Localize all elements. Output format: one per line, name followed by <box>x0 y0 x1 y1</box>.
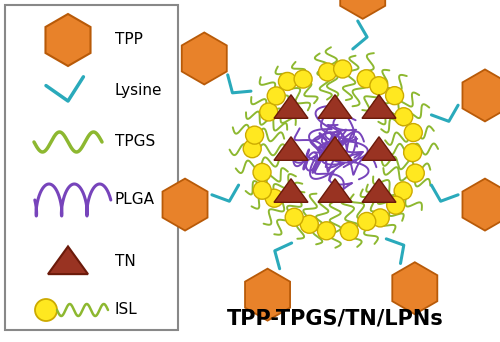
Text: ISL: ISL <box>115 303 138 317</box>
Circle shape <box>253 163 271 181</box>
Circle shape <box>340 222 358 240</box>
Circle shape <box>278 73 296 90</box>
Circle shape <box>246 126 264 144</box>
Polygon shape <box>362 179 396 202</box>
Circle shape <box>357 70 375 88</box>
Polygon shape <box>318 179 352 202</box>
Polygon shape <box>318 137 352 160</box>
Circle shape <box>371 209 389 227</box>
Circle shape <box>334 60 351 78</box>
FancyBboxPatch shape <box>5 5 178 330</box>
Text: TPGS: TPGS <box>115 134 155 149</box>
Circle shape <box>386 196 404 214</box>
Circle shape <box>370 77 388 95</box>
Polygon shape <box>392 262 438 314</box>
Polygon shape <box>462 69 500 121</box>
Circle shape <box>260 103 278 121</box>
Polygon shape <box>274 179 308 202</box>
Polygon shape <box>162 179 208 231</box>
Text: PLGA: PLGA <box>115 193 155 208</box>
Circle shape <box>253 181 271 199</box>
Polygon shape <box>318 95 352 118</box>
Polygon shape <box>340 0 385 19</box>
Circle shape <box>394 108 412 126</box>
Circle shape <box>267 87 285 105</box>
Circle shape <box>404 144 421 161</box>
Polygon shape <box>245 269 290 321</box>
Circle shape <box>300 215 318 233</box>
Circle shape <box>35 299 57 321</box>
Circle shape <box>243 140 261 158</box>
Polygon shape <box>274 137 308 160</box>
Polygon shape <box>362 137 396 160</box>
Circle shape <box>318 63 336 81</box>
Circle shape <box>285 208 303 226</box>
Text: TPP-TPGS/TN/LPNs: TPP-TPGS/TN/LPNs <box>226 308 444 328</box>
Circle shape <box>294 70 312 88</box>
Polygon shape <box>462 179 500 231</box>
Text: Lysine: Lysine <box>115 82 162 97</box>
Circle shape <box>404 123 422 142</box>
Text: TN: TN <box>115 254 136 269</box>
Polygon shape <box>274 95 308 118</box>
Circle shape <box>266 189 283 207</box>
Circle shape <box>358 212 376 231</box>
Polygon shape <box>46 14 90 66</box>
Circle shape <box>406 164 424 182</box>
Circle shape <box>394 182 412 200</box>
Polygon shape <box>48 247 88 274</box>
Polygon shape <box>362 95 396 118</box>
Text: TPP: TPP <box>115 32 143 48</box>
Polygon shape <box>182 32 227 84</box>
Circle shape <box>386 87 404 105</box>
Circle shape <box>318 222 336 240</box>
